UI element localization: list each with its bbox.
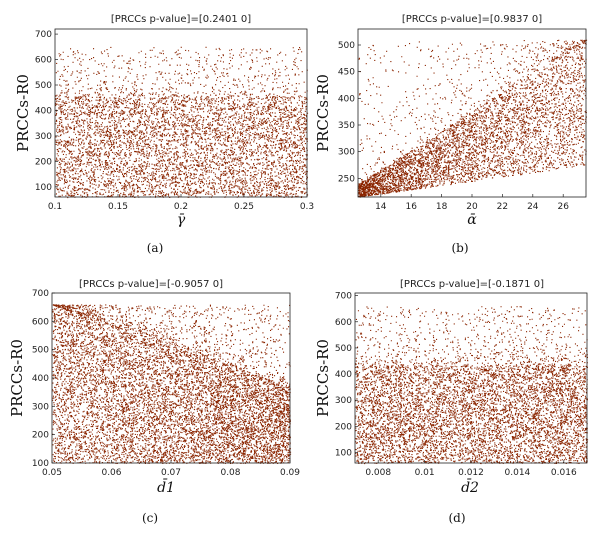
y-tick-label: 500 bbox=[35, 81, 52, 91]
panel-b-caption: (b) bbox=[451, 241, 468, 255]
x-tick-label: 18 bbox=[436, 202, 448, 212]
y-tick-label: 450 bbox=[338, 68, 355, 78]
panel-b-ylabel: PRCCs-R0 bbox=[314, 74, 332, 152]
x-tick-label: 0.3 bbox=[300, 202, 314, 212]
y-tick-label: 300 bbox=[32, 402, 49, 412]
y-tick-label: 350 bbox=[338, 121, 355, 131]
panel-b-points bbox=[358, 39, 588, 198]
panel-d-xlabel: d̄2 bbox=[461, 478, 479, 496]
y-tick-label: 200 bbox=[32, 431, 49, 441]
y-tick-label: 300 bbox=[35, 132, 52, 142]
panel-a-ticks: 0.1 0.15 0.2 0.25 0.3 100 200 300 400 500 600 700 bbox=[35, 30, 314, 212]
x-tick-label: 22 bbox=[497, 202, 508, 212]
y-tick-label: 200 bbox=[35, 157, 52, 167]
panel-c-xlabel: d̄1 bbox=[157, 478, 175, 496]
x-tick-label: 0.25 bbox=[234, 202, 254, 212]
y-tick-label: 300 bbox=[338, 148, 355, 158]
y-tick-label: 100 bbox=[32, 459, 49, 469]
x-tick-label: 0.016 bbox=[551, 468, 577, 478]
y-tick-label: 600 bbox=[35, 56, 52, 66]
x-tick-label: 0.1 bbox=[48, 202, 62, 212]
panel-b: [PRCCs p-value]=[0.9837 0] 14 16 18 20 22 24 2… bbox=[314, 14, 588, 255]
panel-d-caption: (d) bbox=[448, 511, 465, 525]
panel-d: [PRCCs p-value]=[-0.1871 0] 0.008 0.01 0.0… bbox=[314, 279, 589, 525]
y-tick-label: 200 bbox=[335, 422, 352, 432]
y-tick-label: 500 bbox=[335, 344, 352, 354]
panel-a: [PRCCs p-value]=[0.2401 0] 0.1 0.15 0.2 0.2… bbox=[14, 14, 314, 255]
panel-a-points bbox=[55, 46, 309, 199]
panel-d-title: [PRCCs p-value]=[-0.1871 0] bbox=[400, 279, 544, 290]
y-tick-label: 100 bbox=[335, 449, 352, 459]
y-tick-label: 400 bbox=[35, 106, 52, 116]
y-tick-label: 100 bbox=[35, 183, 52, 193]
y-tick-label: 700 bbox=[35, 30, 52, 40]
y-tick-label: 400 bbox=[32, 374, 49, 384]
panel-c-caption: (c) bbox=[142, 511, 158, 525]
scatter-points bbox=[358, 39, 588, 198]
panel-b-xlabel: ᾱ bbox=[467, 212, 477, 228]
x-tick-label: 0.07 bbox=[161, 468, 181, 478]
y-tick-label: 250 bbox=[338, 174, 355, 184]
panel-c: [PRCCs p-value]=[-0.9057 0] 0.05 0.06 0.07… bbox=[8, 279, 300, 525]
y-tick-label: 700 bbox=[32, 289, 49, 299]
x-tick-label: 0.008 bbox=[365, 468, 391, 478]
x-tick-label: 0.15 bbox=[108, 202, 128, 212]
panel-d-ticks: 0.008 0.01 0.012 0.014 0.016 100 200 300 400 500 6… bbox=[335, 292, 577, 478]
y-tick-label: 600 bbox=[335, 318, 352, 328]
scatter-points bbox=[52, 304, 292, 464]
panel-c-points bbox=[52, 304, 292, 464]
x-tick-label: 0.2 bbox=[174, 202, 188, 212]
panel-c-ticks: 0.05 0.06 0.07 0.08 0.09 100 200 300 400 500 600 70… bbox=[32, 289, 300, 478]
panel-b-ticks: 14 16 18 20 22 24 26 250 300 350 400 450 500 bbox=[338, 41, 569, 212]
x-tick-label: 0.08 bbox=[220, 468, 240, 478]
y-tick-label: 700 bbox=[335, 292, 352, 302]
x-tick-label: 0.09 bbox=[280, 468, 300, 478]
y-tick-label: 400 bbox=[338, 94, 355, 104]
panel-a-caption: (a) bbox=[147, 241, 164, 255]
y-tick-label: 300 bbox=[335, 396, 352, 406]
x-tick-label: 16 bbox=[405, 202, 417, 212]
x-tick-label: 0.012 bbox=[458, 468, 484, 478]
panel-d-ylabel: PRCCs-R0 bbox=[314, 339, 332, 417]
panel-b-title: [PRCCs p-value]=[0.9837 0] bbox=[402, 14, 542, 25]
x-tick-label: 26 bbox=[557, 202, 569, 212]
panel-a-xlabel: γ̄ bbox=[177, 212, 186, 228]
x-tick-label: 20 bbox=[466, 202, 478, 212]
x-tick-label: 0.06 bbox=[101, 468, 121, 478]
panel-c-title: [PRCCs p-value]=[-0.9057 0] bbox=[79, 279, 223, 290]
y-tick-label: 500 bbox=[32, 346, 49, 356]
panel-a-ylabel: PRCCs-R0 bbox=[14, 74, 32, 152]
x-tick-label: 0.05 bbox=[42, 468, 62, 478]
panel-d-points bbox=[355, 306, 589, 465]
scatter-points bbox=[55, 46, 309, 199]
x-tick-label: 24 bbox=[527, 202, 539, 212]
x-tick-label: 14 bbox=[375, 202, 387, 212]
y-tick-label: 600 bbox=[32, 317, 49, 327]
scatter-points bbox=[355, 306, 589, 465]
y-tick-label: 400 bbox=[335, 370, 352, 380]
x-tick-label: 0.014 bbox=[505, 468, 531, 478]
x-tick-label: 0.01 bbox=[415, 468, 435, 478]
panel-a-title: [PRCCs p-value]=[0.2401 0] bbox=[111, 14, 251, 25]
panel-c-ylabel: PRCCs-R0 bbox=[8, 339, 26, 417]
y-tick-label: 500 bbox=[338, 41, 355, 51]
